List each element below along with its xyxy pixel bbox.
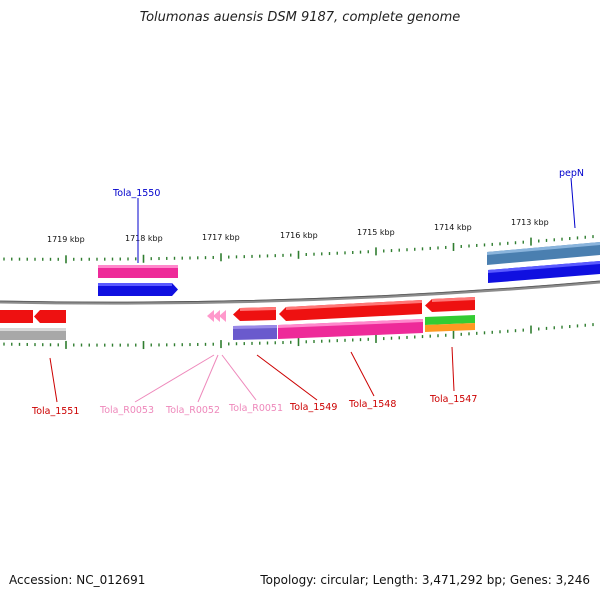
gene-tola-1550-pink bbox=[98, 265, 178, 278]
gene-label-tola-1551: Tola_1551 bbox=[31, 406, 79, 417]
gene-label-tola-1547: Tola_1547 bbox=[429, 394, 477, 405]
gene-tola-1551-cds-a bbox=[0, 310, 33, 323]
accession-text: Accession: NC_012691 bbox=[9, 573, 146, 587]
gene-label-tola-1548: Tola_1548 bbox=[348, 399, 396, 410]
gene-pepn-steel bbox=[487, 242, 600, 265]
rna-tola-r0051 bbox=[219, 310, 226, 322]
rna-tola-r0053 bbox=[207, 310, 214, 322]
gene-tola-1547-orange bbox=[425, 323, 475, 332]
scale-label: 1719 kbp bbox=[47, 235, 85, 244]
scale-labels: 1719 kbp 1718 kbp 1717 kbp 1716 kbp 1715… bbox=[47, 218, 549, 244]
gene-tola-1548-cds bbox=[279, 300, 422, 321]
gene-label-tola-1550: Tola_1550 bbox=[112, 188, 160, 199]
scale-label: 1718 kbp bbox=[125, 234, 163, 243]
scale-label: 1717 kbp bbox=[202, 233, 240, 242]
genome-backbone bbox=[0, 280, 600, 305]
gene-features bbox=[0, 242, 600, 340]
rna-tola-r0052 bbox=[213, 310, 220, 322]
gene-label-tola-r0051: Tola_R0051 bbox=[228, 403, 283, 414]
gene-label-tola-r0053: Tola_R0053 bbox=[99, 405, 154, 416]
scale-label: 1713 kbp bbox=[511, 218, 549, 227]
gene-tola-1547-green bbox=[425, 315, 475, 325]
scale-label: 1716 kbp bbox=[280, 231, 318, 240]
gene-pepn-cds bbox=[488, 261, 600, 283]
gene-tola-1551-cds-b bbox=[34, 310, 66, 323]
scale-ticks-top bbox=[3, 235, 594, 264]
scale-ticks-bottom bbox=[3, 323, 594, 350]
gene-labels: Tola_1550 pepN Tola_1551 Tola_R0053 Tola… bbox=[31, 168, 584, 417]
gene-label-pepn: pepN bbox=[559, 168, 584, 179]
map-title: Tolumonas auensis DSM 9187, complete gen… bbox=[139, 10, 461, 25]
scale-label: 1714 kbp bbox=[434, 223, 472, 232]
scale-label: 1715 kbp bbox=[357, 228, 395, 237]
gene-tola-1550-cds bbox=[98, 283, 178, 296]
topology-text: Topology: circular; Length: 3,471,292 bp… bbox=[260, 573, 590, 587]
gene-label-tola-r0052: Tola_R0052 bbox=[165, 405, 220, 416]
gene-label-tola-1549: Tola_1549 bbox=[289, 402, 337, 413]
gene-leader-lines bbox=[49, 177, 576, 403]
